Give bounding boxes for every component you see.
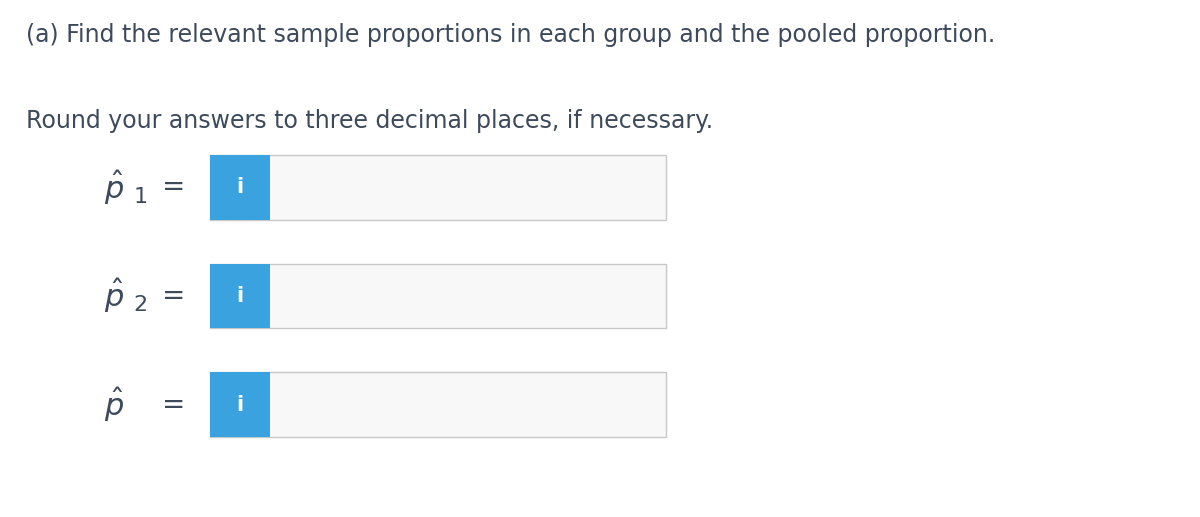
Text: $\hat{p}$: $\hat{p}$ [104,277,124,315]
Text: (a) Find the relevant sample proportions in each group and the pooled proportion: (a) Find the relevant sample proportions… [26,23,996,47]
Text: i: i [236,177,244,197]
Text: i: i [236,286,244,306]
FancyBboxPatch shape [210,372,666,437]
Text: =: = [162,282,186,310]
Text: 2: 2 [133,295,148,315]
FancyBboxPatch shape [210,372,270,437]
FancyBboxPatch shape [210,264,270,328]
Text: =: = [162,390,186,419]
Text: 1: 1 [133,187,148,207]
Text: =: = [162,173,186,202]
Text: i: i [236,394,244,415]
FancyBboxPatch shape [210,155,270,220]
Text: Round your answers to three decimal places, if necessary.: Round your answers to three decimal plac… [26,109,714,132]
Text: $\hat{p}$: $\hat{p}$ [104,168,124,207]
Text: $\hat{p}$: $\hat{p}$ [104,385,124,424]
FancyBboxPatch shape [210,264,666,328]
FancyBboxPatch shape [210,155,666,220]
